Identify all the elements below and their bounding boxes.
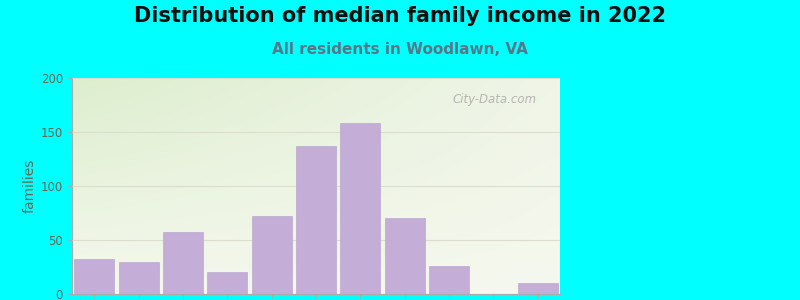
Bar	[252, 216, 292, 294]
Bar	[207, 272, 247, 294]
Y-axis label: families: families	[22, 159, 37, 213]
Text: City-Data.com: City-Data.com	[453, 93, 537, 106]
Bar	[163, 232, 203, 294]
Bar	[385, 218, 425, 294]
Text: Distribution of median family income in 2022: Distribution of median family income in …	[134, 6, 666, 26]
Bar	[341, 123, 380, 294]
Bar	[518, 283, 558, 294]
Bar	[296, 146, 336, 294]
Bar	[74, 260, 114, 294]
Bar	[118, 262, 158, 294]
Text: All residents in Woodlawn, VA: All residents in Woodlawn, VA	[272, 42, 528, 57]
Bar	[429, 266, 469, 294]
